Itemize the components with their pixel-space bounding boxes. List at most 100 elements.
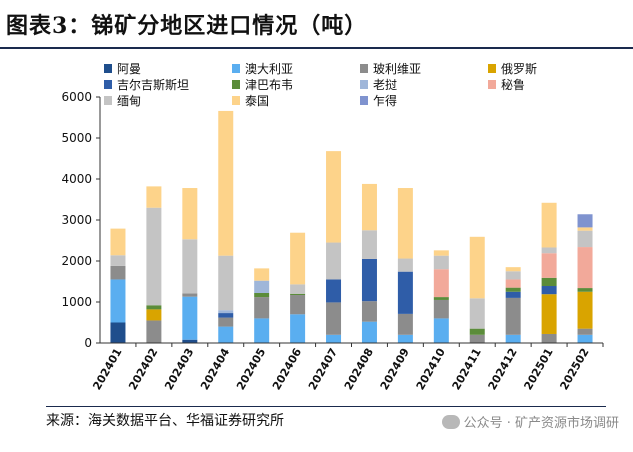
x-tick-label-7: 202408 [342,346,376,392]
legend-swatch-0 [104,64,112,73]
y-tick-label-6: 6000 [61,90,92,104]
x-tick-label-10: 202411 [450,346,484,392]
bar-202406-series-1 [290,314,306,343]
bar-202408-series-9 [361,183,377,231]
bar-202412-series-9 [505,267,521,272]
bar-202409-series-9 [397,188,413,259]
wechat-icon [441,415,460,429]
bar-202401-series-9 [110,228,126,256]
bar-202502-series-8 [577,230,593,248]
bar-202404-series-1 [218,326,234,343]
x-tick-label-5: 202406 [270,346,304,393]
legend-label-2: 玻利维亚 [373,62,421,76]
bar-202403-series-8 [182,239,198,294]
bar-202401-series-2 [110,265,126,280]
watermark-text: 公众号 · 矿产资源市场调研 [463,416,619,431]
x-tick-label-3: 202404 [198,346,232,393]
bar-202404-series-9 [218,110,234,256]
bar-202401-series-8 [110,255,126,266]
bar-202502-series-1 [577,334,593,343]
bar-202406-series-8 [290,284,306,294]
bar-202410-series-9 [433,250,449,256]
bar-202410-series-5 [433,297,449,300]
y-tick-label-1: 1000 [61,295,92,309]
bar-202502-series-9 [577,227,593,231]
bar-202410-series-7 [433,269,449,298]
bar-202409-series-8 [397,258,413,272]
bar-202401-series-0 [110,322,126,343]
source-note: 来源：海关数据平台、华福证券研究所 [46,413,284,429]
bar-202407-series-1 [326,334,342,343]
legend-label-9: 泰国 [245,94,269,108]
bar-202412-series-4 [505,291,521,298]
bar-202407-series-9 [326,151,342,243]
bar-202502-series-7 [577,247,593,289]
watermark: 公众号 · 矿产资源市场调研 [441,414,619,434]
bar-202404-series-2 [218,317,234,327]
chart-title: 图表3：锑矿分地区进口情况（吨） [6,13,368,39]
bar-202409-series-2 [397,313,413,335]
legend-swatch-5 [232,80,240,89]
bar-202406-series-2 [290,295,306,315]
legend-label-8: 缅甸 [117,94,141,108]
bar-202502-series-10 [577,214,593,228]
bar-202402-series-9 [146,186,162,208]
bar-202402-series-3 [146,309,162,321]
bar-202407-series-4 [326,279,342,303]
bar-202405-series-6 [254,280,270,293]
legend-swatch-9 [232,96,240,105]
legend-swatch-7 [488,80,496,89]
bars [110,110,593,343]
x-tick-label-12: 202501 [521,346,555,392]
y-tick-label-5: 5000 [61,131,92,145]
bar-202407-series-2 [326,302,342,335]
x-axis: 202401 202402 202403 202404 202405 202406 2024… [90,342,604,393]
bar-202412-series-8 [505,271,521,280]
bar-202408-series-1 [361,321,377,343]
x-tick-label-8: 202409 [378,346,412,392]
y-tick-label-2: 2000 [61,254,92,268]
bar-202403-series-1 [182,296,198,340]
bar-202405-series-2 [254,297,270,319]
bar-202404-series-6 [218,310,234,314]
legend-label-5: 津巴布韦 [245,78,293,92]
bar-202502-series-2 [577,328,593,335]
title-divider [0,47,633,49]
bar-202501-series-8 [541,247,557,254]
bar-202412-series-2 [505,297,521,335]
bar-202402-series-2 [146,320,162,343]
bar-202410-series-8 [433,255,449,270]
bar-202408-series-8 [361,230,377,259]
legend-label-6: 老挝 [373,78,397,92]
y-tick-label-0: 0 [84,336,92,350]
bar-202501-series-5 [541,277,557,287]
bar-202410-series-1 [433,318,449,343]
bar-202403-series-0 [182,339,198,343]
bar-202411-series-9 [469,236,485,299]
bar-202411-series-5 [469,328,485,335]
legend-swatch-6 [360,80,368,89]
bar-202502-series-5 [577,288,593,292]
bar-202404-series-4 [218,313,234,318]
bar-202501-series-3 [541,294,557,334]
bar-202404-series-8 [218,255,234,311]
legend-swatch-10 [360,96,368,105]
bar-202412-series-7 [505,279,521,288]
legend-swatch-4 [104,80,112,89]
legend-label-4: 吉尔吉斯斯坦 [117,77,189,92]
x-tick-label-4: 202405 [234,346,268,392]
bar-202501-series-7 [541,253,557,278]
bar-202403-series-9 [182,188,198,240]
bar-202402-series-5 [146,305,162,310]
legend-swatch-1 [232,64,240,73]
bar-202407-series-8 [326,242,342,280]
bar-202405-series-9 [254,268,270,281]
bar-202501-series-2 [541,333,557,343]
x-tick-label-11: 202412 [486,346,520,392]
bar-202411-series-2 [469,334,485,343]
legend-label-0: 阿曼 [117,62,141,76]
y-axis: 0 1000 2000 3000 4000 5000 6000 [61,90,101,350]
bar-202409-series-1 [397,334,413,343]
